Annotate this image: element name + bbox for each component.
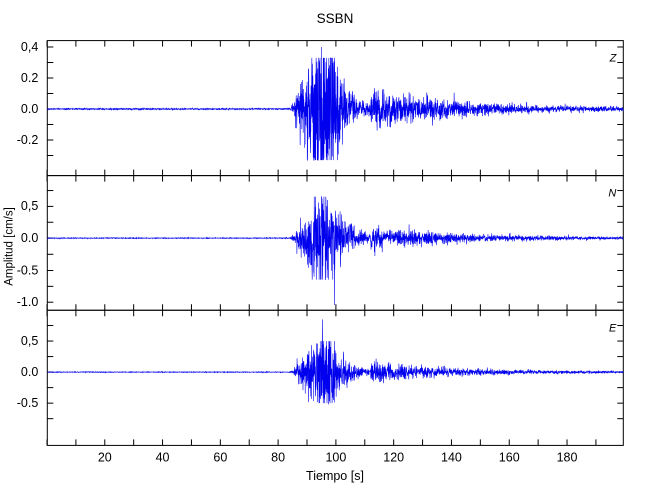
svg-text:140: 140 [441, 450, 462, 464]
svg-text:120: 120 [383, 450, 404, 464]
svg-text:40: 40 [156, 450, 170, 464]
svg-text:100: 100 [325, 450, 346, 464]
svg-text:Tiempo [s]: Tiempo [s] [306, 469, 364, 483]
svg-text:60: 60 [213, 450, 227, 464]
svg-text:-1.0: -1.0 [17, 295, 39, 309]
svg-text:0,5: 0,5 [21, 334, 38, 348]
svg-text:160: 160 [499, 450, 520, 464]
svg-text:SSBN: SSBN [317, 11, 354, 26]
svg-text:N: N [608, 188, 616, 200]
svg-text:0,4: 0,4 [21, 40, 38, 54]
svg-text:-0.5: -0.5 [17, 396, 39, 410]
svg-text:Amplitud [cm/s]: Amplitud [cm/s] [4, 207, 16, 286]
svg-text:0.0: 0.0 [21, 231, 38, 245]
svg-text:180: 180 [557, 450, 578, 464]
svg-text:80: 80 [271, 450, 285, 464]
svg-text:20: 20 [98, 450, 112, 464]
svg-text:E: E [609, 322, 617, 334]
svg-text:0.0: 0.0 [21, 102, 38, 116]
svg-text:0,5: 0,5 [21, 199, 38, 213]
svg-text:0.2: 0.2 [21, 71, 38, 85]
svg-text:-0.2: -0.2 [17, 133, 39, 147]
svg-text:-0.5: -0.5 [17, 263, 39, 277]
svg-text:Z: Z [609, 53, 618, 65]
svg-text:0.0: 0.0 [21, 365, 38, 379]
